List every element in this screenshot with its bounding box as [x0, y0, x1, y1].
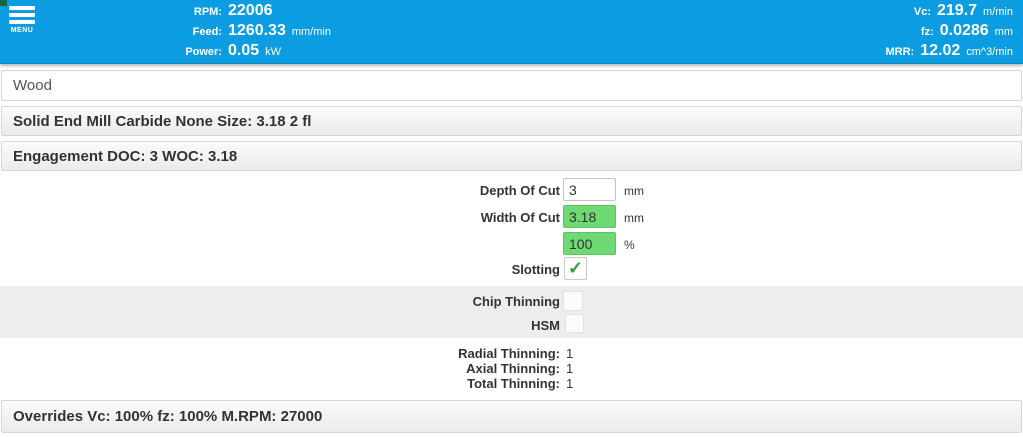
- app-header: MENU RPM: 22006 Feed: 1260.33 mm/min Pow…: [0, 0, 1023, 64]
- fz-value: 0.0286: [939, 22, 989, 39]
- feed-label: Feed:: [192, 26, 222, 38]
- stat-rpm: RPM: 22006: [0, 1, 331, 21]
- axial-thinning-label: Axial Thinning:: [466, 361, 560, 376]
- overrides-section-bar[interactable]: Overrides Vc: 100% fz: 100% M.RPM: 27000: [1, 400, 1022, 433]
- total-thinning-label: Total Thinning:: [467, 376, 560, 391]
- hamburger-icon: [9, 6, 35, 24]
- width-of-cut-unit: mm: [624, 211, 644, 225]
- menu-button-label: MENU: [10, 27, 34, 34]
- woc-percent-unit: %: [624, 238, 635, 252]
- tool-section-bar[interactable]: Solid End Mill Carbide None Size: 3.18 2…: [1, 106, 1022, 136]
- mrr-unit: cm^3/min: [966, 46, 1013, 58]
- stat-power: Power: 0.05 kW: [0, 41, 331, 61]
- radial-thinning-label: Radial Thinning:: [458, 346, 560, 361]
- thinning-options-band: [0, 286, 1023, 338]
- power-value: 0.05: [228, 42, 260, 59]
- rpm-label: RPM:: [193, 6, 222, 18]
- slotting-label: Slotting: [511, 262, 560, 277]
- width-of-cut-input[interactable]: [563, 205, 616, 228]
- depth-of-cut-unit: mm: [624, 184, 644, 198]
- stat-fz: fz: 0.0286 mm: [886, 21, 1013, 41]
- total-thinning-value: 1: [566, 376, 574, 391]
- hsm-checkbox[interactable]: [565, 314, 584, 333]
- vc-value: 219.7: [937, 2, 978, 19]
- stat-vc: Vc: 219.7 m/min: [886, 1, 1013, 21]
- chip-thinning-checkbox[interactable]: [563, 291, 583, 311]
- menu-button[interactable]: MENU: [9, 6, 35, 34]
- depth-of-cut-input[interactable]: [563, 178, 616, 201]
- vc-unit: m/min: [983, 6, 1013, 18]
- power-label: Power:: [185, 46, 222, 58]
- stat-mrr: MRR: 12.02 cm^3/min: [886, 41, 1014, 61]
- hsm-label: HSM: [531, 318, 560, 333]
- material-section-bar[interactable]: Wood: [1, 70, 1022, 101]
- mrr-label: MRR:: [885, 46, 915, 58]
- chip-thinning-label: Chip Thinning: [472, 294, 560, 309]
- fz-unit: mm: [994, 26, 1013, 38]
- depth-of-cut-label: Depth Of Cut: [479, 183, 560, 198]
- power-unit: kW: [265, 46, 282, 58]
- slotting-checkbox[interactable]: ✓: [564, 257, 587, 280]
- fz-label: fz:: [920, 26, 934, 38]
- width-of-cut-label: Width Of Cut: [480, 210, 560, 225]
- feed-value: 1260.33: [228, 22, 286, 39]
- header-stats-left: RPM: 22006 Feed: 1260.33 mm/min Power: 0…: [0, 1, 331, 61]
- stat-feed: Feed: 1260.33 mm/min: [0, 21, 331, 41]
- rpm-value: 22006: [228, 2, 273, 19]
- corner-artifact: [0, 0, 7, 6]
- axial-thinning-value: 1: [566, 361, 574, 376]
- feed-unit: mm/min: [291, 26, 331, 38]
- header-stats-right: Vc: 219.7 m/min fz: 0.0286 mm MRR: 12.02…: [886, 1, 1014, 61]
- engagement-section-bar[interactable]: Engagement DOC: 3 WOC: 3.18: [1, 141, 1022, 171]
- vc-label: Vc:: [913, 6, 931, 18]
- mrr-value: 12.02: [920, 42, 961, 59]
- checkmark-icon: ✓: [567, 257, 584, 278]
- radial-thinning-value: 1: [566, 346, 574, 361]
- woc-percent-input[interactable]: [563, 232, 616, 255]
